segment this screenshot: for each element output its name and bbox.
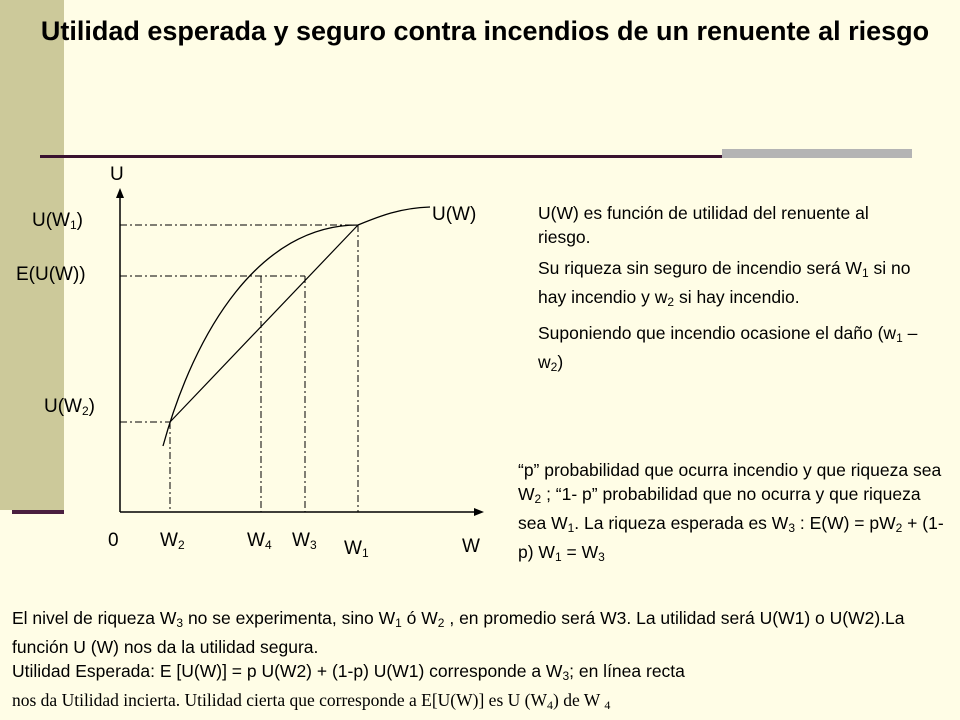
bottom-paragraph-3: nos da Utilidad incierta. Utilidad ciert…	[12, 690, 611, 712]
curve-label: U(W)	[432, 204, 477, 225]
x-tick-w2: W2	[160, 530, 185, 552]
side-paragraph-3: Suponiendo que incendio ocasione el daño…	[538, 323, 918, 374]
side-paragraph-2: Su riqueza sin seguro de incendio será W…	[538, 258, 911, 309]
utility-curve	[162, 206, 431, 447]
origin-label: 0	[108, 530, 119, 551]
y-tick-u-w1: U(W1)	[32, 210, 83, 232]
expected-utility-chord	[169, 224, 359, 423]
y-axis-arrow	[116, 188, 124, 198]
y-tick-u-w2: U(W2)	[44, 396, 95, 418]
x-axis-arrow	[474, 508, 484, 516]
x-tick-w3: W3	[292, 530, 317, 552]
title-divider	[40, 155, 912, 158]
probability-explanation: “p” probabilidad que ocurra incendio y q…	[518, 460, 944, 564]
x-tick-w4: W4	[247, 530, 272, 552]
side-decoration-tick	[12, 510, 64, 514]
side-decoration-gap	[0, 510, 64, 720]
title-divider-accent	[722, 149, 912, 158]
x-axis-label: W	[462, 536, 480, 557]
bottom-paragraph-2: Utilidad Esperada: E [U(W)] = p U(W2) + …	[12, 661, 685, 683]
slide-title: Utilidad esperada y seguro contra incend…	[40, 16, 930, 46]
y-axis-label: U	[110, 164, 124, 185]
side-explanation: U(W) es función de utilidad del renuente…	[538, 201, 918, 386]
x-tick-w1: W1	[344, 538, 369, 560]
bottom-explanation: El nivel de riqueza W3 no se experimenta…	[12, 606, 952, 717]
bottom-paragraph-1: El nivel de riqueza W3 no se experimenta…	[12, 608, 905, 657]
y-tick-e-u-w: E(U(W))	[16, 264, 86, 285]
side-paragraph-1: U(W) es función de utilidad del renuente…	[538, 203, 869, 247]
